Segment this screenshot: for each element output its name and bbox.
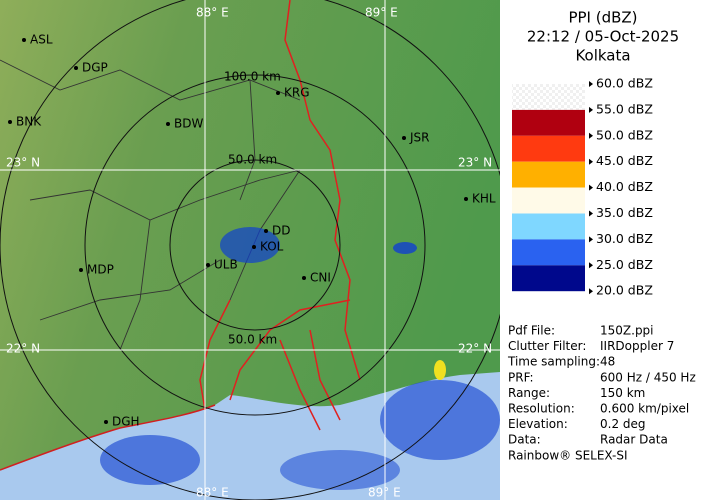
legend-arrow [589, 81, 593, 87]
legend-arrow [589, 106, 593, 113]
city-label: DGH [112, 415, 140, 429]
map: ASL DGP KRG BDW BNK JSR KHL DD KOL ULB MDP CNI DGH 88… [0, 0, 511, 500]
legend-label: 35.0 dBZ [596, 205, 653, 220]
legend-band [512, 265, 585, 292]
grid-label: 89° E [365, 6, 398, 20]
legend-arrow [589, 184, 593, 191]
city-dot [252, 245, 256, 249]
info-text: Clutter Filter: [508, 339, 586, 353]
range-label: 50.0 km [228, 333, 277, 347]
city-dot [464, 197, 468, 201]
legend-label: 40.0 dBZ [596, 179, 653, 194]
legend-label: 30.0 dBZ [596, 231, 653, 246]
legend-band [512, 239, 585, 266]
info-text: PRF: [508, 370, 534, 384]
info-text: 0.2 deg [600, 417, 646, 431]
legend-band [512, 187, 585, 214]
city-dot [79, 268, 83, 272]
info-text: Resolution: [508, 402, 575, 416]
city-dot [402, 136, 406, 140]
info-text: Range: [508, 386, 550, 400]
legend-label: 25.0 dBZ [596, 257, 653, 272]
legend-arrow [589, 210, 593, 217]
legend-label: 45.0 dBZ [596, 153, 653, 168]
city-dot [264, 229, 268, 233]
grid-label: 22° N [458, 342, 492, 356]
city-dot [276, 91, 280, 95]
info-text: Data: [508, 433, 541, 447]
city-label: KOL [260, 240, 284, 254]
city-dot [302, 276, 306, 280]
legend-band [512, 161, 585, 188]
legend-arrow [589, 236, 593, 243]
legend-band [512, 84, 585, 110]
grid-label: 22° N [6, 342, 40, 356]
legend-arrow [589, 132, 593, 139]
info-text: 600 Hz / 450 Hz [600, 370, 696, 384]
city-label: BNK [16, 115, 42, 129]
city-dot [166, 122, 170, 126]
legend-label: 55.0 dBZ [596, 101, 653, 116]
city-label: DD [272, 224, 290, 238]
title-line: Kolkata [575, 47, 630, 65]
range-label: 50.0 km [228, 153, 277, 167]
info-text: Pdf File: [508, 324, 555, 338]
info-text: 150Z.ppi [600, 324, 654, 338]
legend-band [512, 109, 585, 136]
city-label: MDP [87, 263, 114, 277]
legend-arrow [589, 158, 593, 165]
grid-label: 88° E [196, 486, 229, 500]
coast-border [0, 404, 216, 471]
city-label: DGP [82, 61, 108, 75]
legend-arrow [589, 288, 593, 295]
lat-lon-grid [0, 0, 500, 500]
legend-label: 50.0 dBZ [596, 127, 653, 142]
grid-label: 23° N [6, 156, 40, 170]
city-label: JSR [409, 131, 430, 145]
legend-arrow [589, 262, 593, 269]
legend-band [512, 135, 585, 162]
title-line: 22:12 / 05-Oct-2025 [527, 28, 679, 46]
info-text: Elevation: [508, 417, 568, 431]
legend-band [512, 213, 585, 240]
city-dot [8, 120, 12, 124]
info-text: Rainbow® SELEX-SI [508, 448, 628, 462]
grid-label: 88° E [196, 6, 229, 20]
info-text: 150 km [600, 386, 645, 400]
city-label: ULB [214, 258, 238, 272]
city-dot [206, 263, 210, 267]
city-dot [104, 420, 108, 424]
range-label: 100.0 km [224, 70, 281, 84]
title-line: PPI (dBZ) [568, 9, 637, 27]
legend-label: 20.0 dBZ [596, 283, 653, 298]
borders [199, 0, 361, 431]
grid-label: 23° N [458, 156, 492, 170]
city-label: BDW [174, 117, 203, 131]
city-label: KHL [472, 192, 496, 206]
info-text: IIRDoppler 7 [600, 339, 674, 353]
grid-label: 89° E [368, 486, 401, 500]
city-label: CNI [310, 271, 331, 285]
city-dot [74, 66, 78, 70]
info-text: Radar Data [600, 433, 668, 447]
city-label: KRG [284, 86, 310, 100]
city-label: ASL [30, 33, 53, 47]
echoes [100, 227, 500, 490]
legend-label: 60.0 dBZ [596, 76, 653, 91]
city-dot [22, 38, 26, 42]
info-text: Time sampling:48 [507, 355, 615, 369]
info-text: 0.600 km/pixel [600, 402, 689, 416]
